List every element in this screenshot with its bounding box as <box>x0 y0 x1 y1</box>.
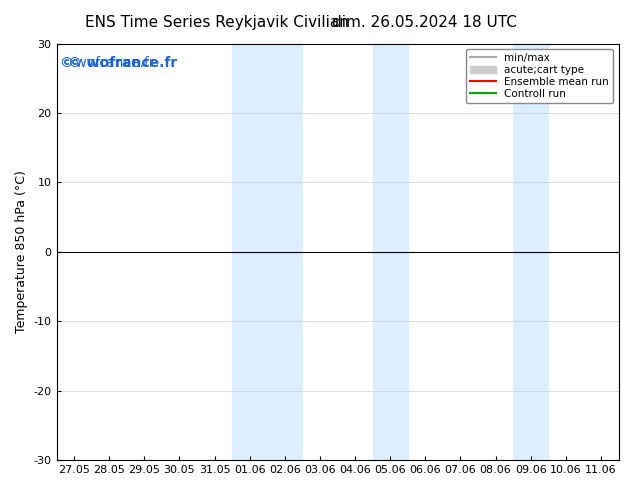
Text: ENS Time Series Reykjavik Civilian: ENS Time Series Reykjavik Civilian <box>85 15 349 30</box>
Y-axis label: Temperature 850 hPa (°C): Temperature 850 hPa (°C) <box>15 171 28 333</box>
Bar <box>513 44 548 460</box>
Text: dim. 26.05.2024 18 UTC: dim. 26.05.2024 18 UTC <box>332 15 517 30</box>
Text: © wofrance.fr: © wofrance.fr <box>68 56 177 70</box>
Bar <box>232 44 302 460</box>
Text: ©: © <box>60 56 73 70</box>
Text: wofrance.fr: wofrance.fr <box>70 56 154 70</box>
Bar <box>373 44 408 460</box>
Legend: min/max, acute;cart type, Ensemble mean run, Controll run: min/max, acute;cart type, Ensemble mean … <box>466 49 613 103</box>
